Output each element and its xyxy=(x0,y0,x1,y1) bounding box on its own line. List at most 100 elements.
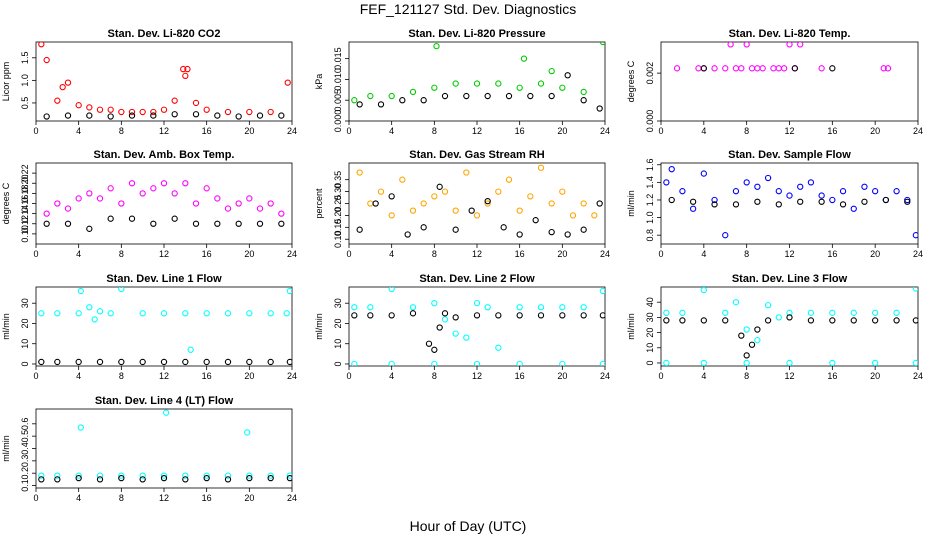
x-tick-label: 20 xyxy=(870,126,880,136)
data-point-orange xyxy=(409,207,417,214)
data-point-black xyxy=(372,200,379,207)
data-point-black xyxy=(278,220,285,227)
data-point-red xyxy=(267,108,274,116)
x-tick-label: 12 xyxy=(784,371,794,381)
plot-frame xyxy=(660,41,919,122)
x-tick-label: 16 xyxy=(202,493,212,503)
data-point-cyan xyxy=(463,334,470,341)
data-point-magenta xyxy=(171,190,178,197)
chart-panel-10: Stan. Dev. Line 4 (LT) Flow ml/min 0 4 8 12 16… xyxy=(1,395,297,503)
chart-panel-6: Stan. Dev. Sample Flow ml/min 0 4 8 12 16 20 24 0… xyxy=(626,149,923,259)
data-point-orange xyxy=(569,212,577,219)
data-point-magenta xyxy=(139,190,146,197)
x-tick-label: 12 xyxy=(159,371,169,381)
data-point-cyan xyxy=(77,424,84,431)
data-point-blue xyxy=(861,183,868,190)
data-point-cyan xyxy=(351,304,358,311)
x-tick-label: 20 xyxy=(244,249,254,259)
y-axis-label: degrees C xyxy=(626,60,636,102)
y-tick-label: 1.5 xyxy=(20,52,30,65)
data-point-cyan xyxy=(139,472,146,479)
y-tick-label: 0.010 xyxy=(333,68,343,91)
data-point-black xyxy=(160,474,168,482)
chart-panel-5: Stan. Dev. Gas Stream RH percent 0 4 8 12 16 20… xyxy=(314,149,610,259)
data-point-black xyxy=(580,312,587,319)
data-point-red xyxy=(118,108,125,116)
x-tick-label: 24 xyxy=(913,126,923,136)
x-tick-label: 16 xyxy=(515,249,525,259)
data-point-magenta xyxy=(743,42,750,48)
points-layer xyxy=(38,287,292,366)
x-tick-label: 16 xyxy=(827,249,837,259)
data-point-black xyxy=(171,215,178,222)
data-point-black xyxy=(700,317,707,324)
data-point-black xyxy=(743,352,750,359)
data-point-black xyxy=(893,317,900,324)
data-point-magenta xyxy=(732,65,740,72)
data-point-black xyxy=(107,113,114,120)
data-point-black xyxy=(829,65,836,72)
x-tick-label: 4 xyxy=(76,493,81,503)
data-point-black xyxy=(409,310,417,317)
data-point-black xyxy=(564,231,571,238)
y-axis-label: ml/min xyxy=(626,190,636,217)
data-point-black xyxy=(214,220,221,227)
y-tick-label: 1.6 xyxy=(645,159,655,172)
y-tick-label: 0.6 xyxy=(20,418,30,431)
y-axis-label: ml/min xyxy=(626,313,636,340)
data-point-black xyxy=(500,224,507,231)
y-tick-label: 0.30 xyxy=(333,183,343,201)
data-point-blue xyxy=(797,183,804,190)
x-tick-label: 4 xyxy=(389,371,394,381)
y-tick-label: 0.1 xyxy=(20,479,30,492)
chart-panel-2: Stan. Dev. Li-820 Pressure kPa 0 4 8 12 16 20 24… xyxy=(314,28,610,136)
data-point-cyan xyxy=(224,472,232,479)
data-point-magenta xyxy=(75,195,82,202)
data-point-black xyxy=(748,341,756,348)
y-tick-label: 0.12 xyxy=(20,215,30,233)
y-tick-label: 0 xyxy=(645,360,655,365)
data-point-cyan xyxy=(700,287,707,294)
data-point-magenta xyxy=(884,65,892,72)
x-tick-label: 12 xyxy=(784,126,794,136)
data-point-magenta xyxy=(695,65,702,72)
panel-title: Stan. Dev. Line 2 Flow xyxy=(419,273,535,285)
data-point-green xyxy=(473,80,481,87)
data-point-red xyxy=(64,79,72,86)
data-point-cyan xyxy=(160,472,168,479)
chart-panel-7: Stan. Dev. Line 1 Flow ml/min 0 4 8 12 16 20 24 0… xyxy=(1,273,297,381)
data-point-blue xyxy=(807,179,815,186)
data-point-black xyxy=(356,101,363,108)
data-point-cyan xyxy=(872,359,879,366)
x-tick-label: 24 xyxy=(287,493,297,503)
x-tick-label: 8 xyxy=(432,126,437,136)
data-point-blue xyxy=(700,170,707,177)
data-point-black xyxy=(278,112,285,119)
data-point-black xyxy=(463,92,470,100)
data-point-blue xyxy=(872,188,879,195)
data-point-cyan xyxy=(75,310,82,317)
data-point-black xyxy=(203,358,210,366)
plot-frame xyxy=(35,408,293,489)
x-tick-label: 4 xyxy=(701,126,706,136)
data-point-black xyxy=(367,312,374,319)
data-point-magenta xyxy=(160,180,168,187)
data-point-black xyxy=(192,220,200,227)
data-point-green xyxy=(433,43,440,50)
y-tick-label: 10 xyxy=(645,343,655,353)
data-point-cyan xyxy=(807,309,815,316)
data-point-black xyxy=(516,312,523,319)
data-point-magenta xyxy=(727,42,734,48)
data-point-cyan xyxy=(388,360,395,366)
y-tick-label: 0.015 xyxy=(333,47,343,70)
data-point-black xyxy=(791,65,799,72)
data-point-black xyxy=(473,312,481,319)
x-tick-label: 24 xyxy=(287,126,297,136)
data-point-green xyxy=(548,67,555,75)
data-point-black xyxy=(139,476,146,483)
data-point-red xyxy=(150,108,157,116)
data-point-red xyxy=(224,108,232,116)
data-point-red xyxy=(160,106,168,113)
data-point-black xyxy=(700,65,707,72)
data-point-cyan xyxy=(286,472,292,479)
